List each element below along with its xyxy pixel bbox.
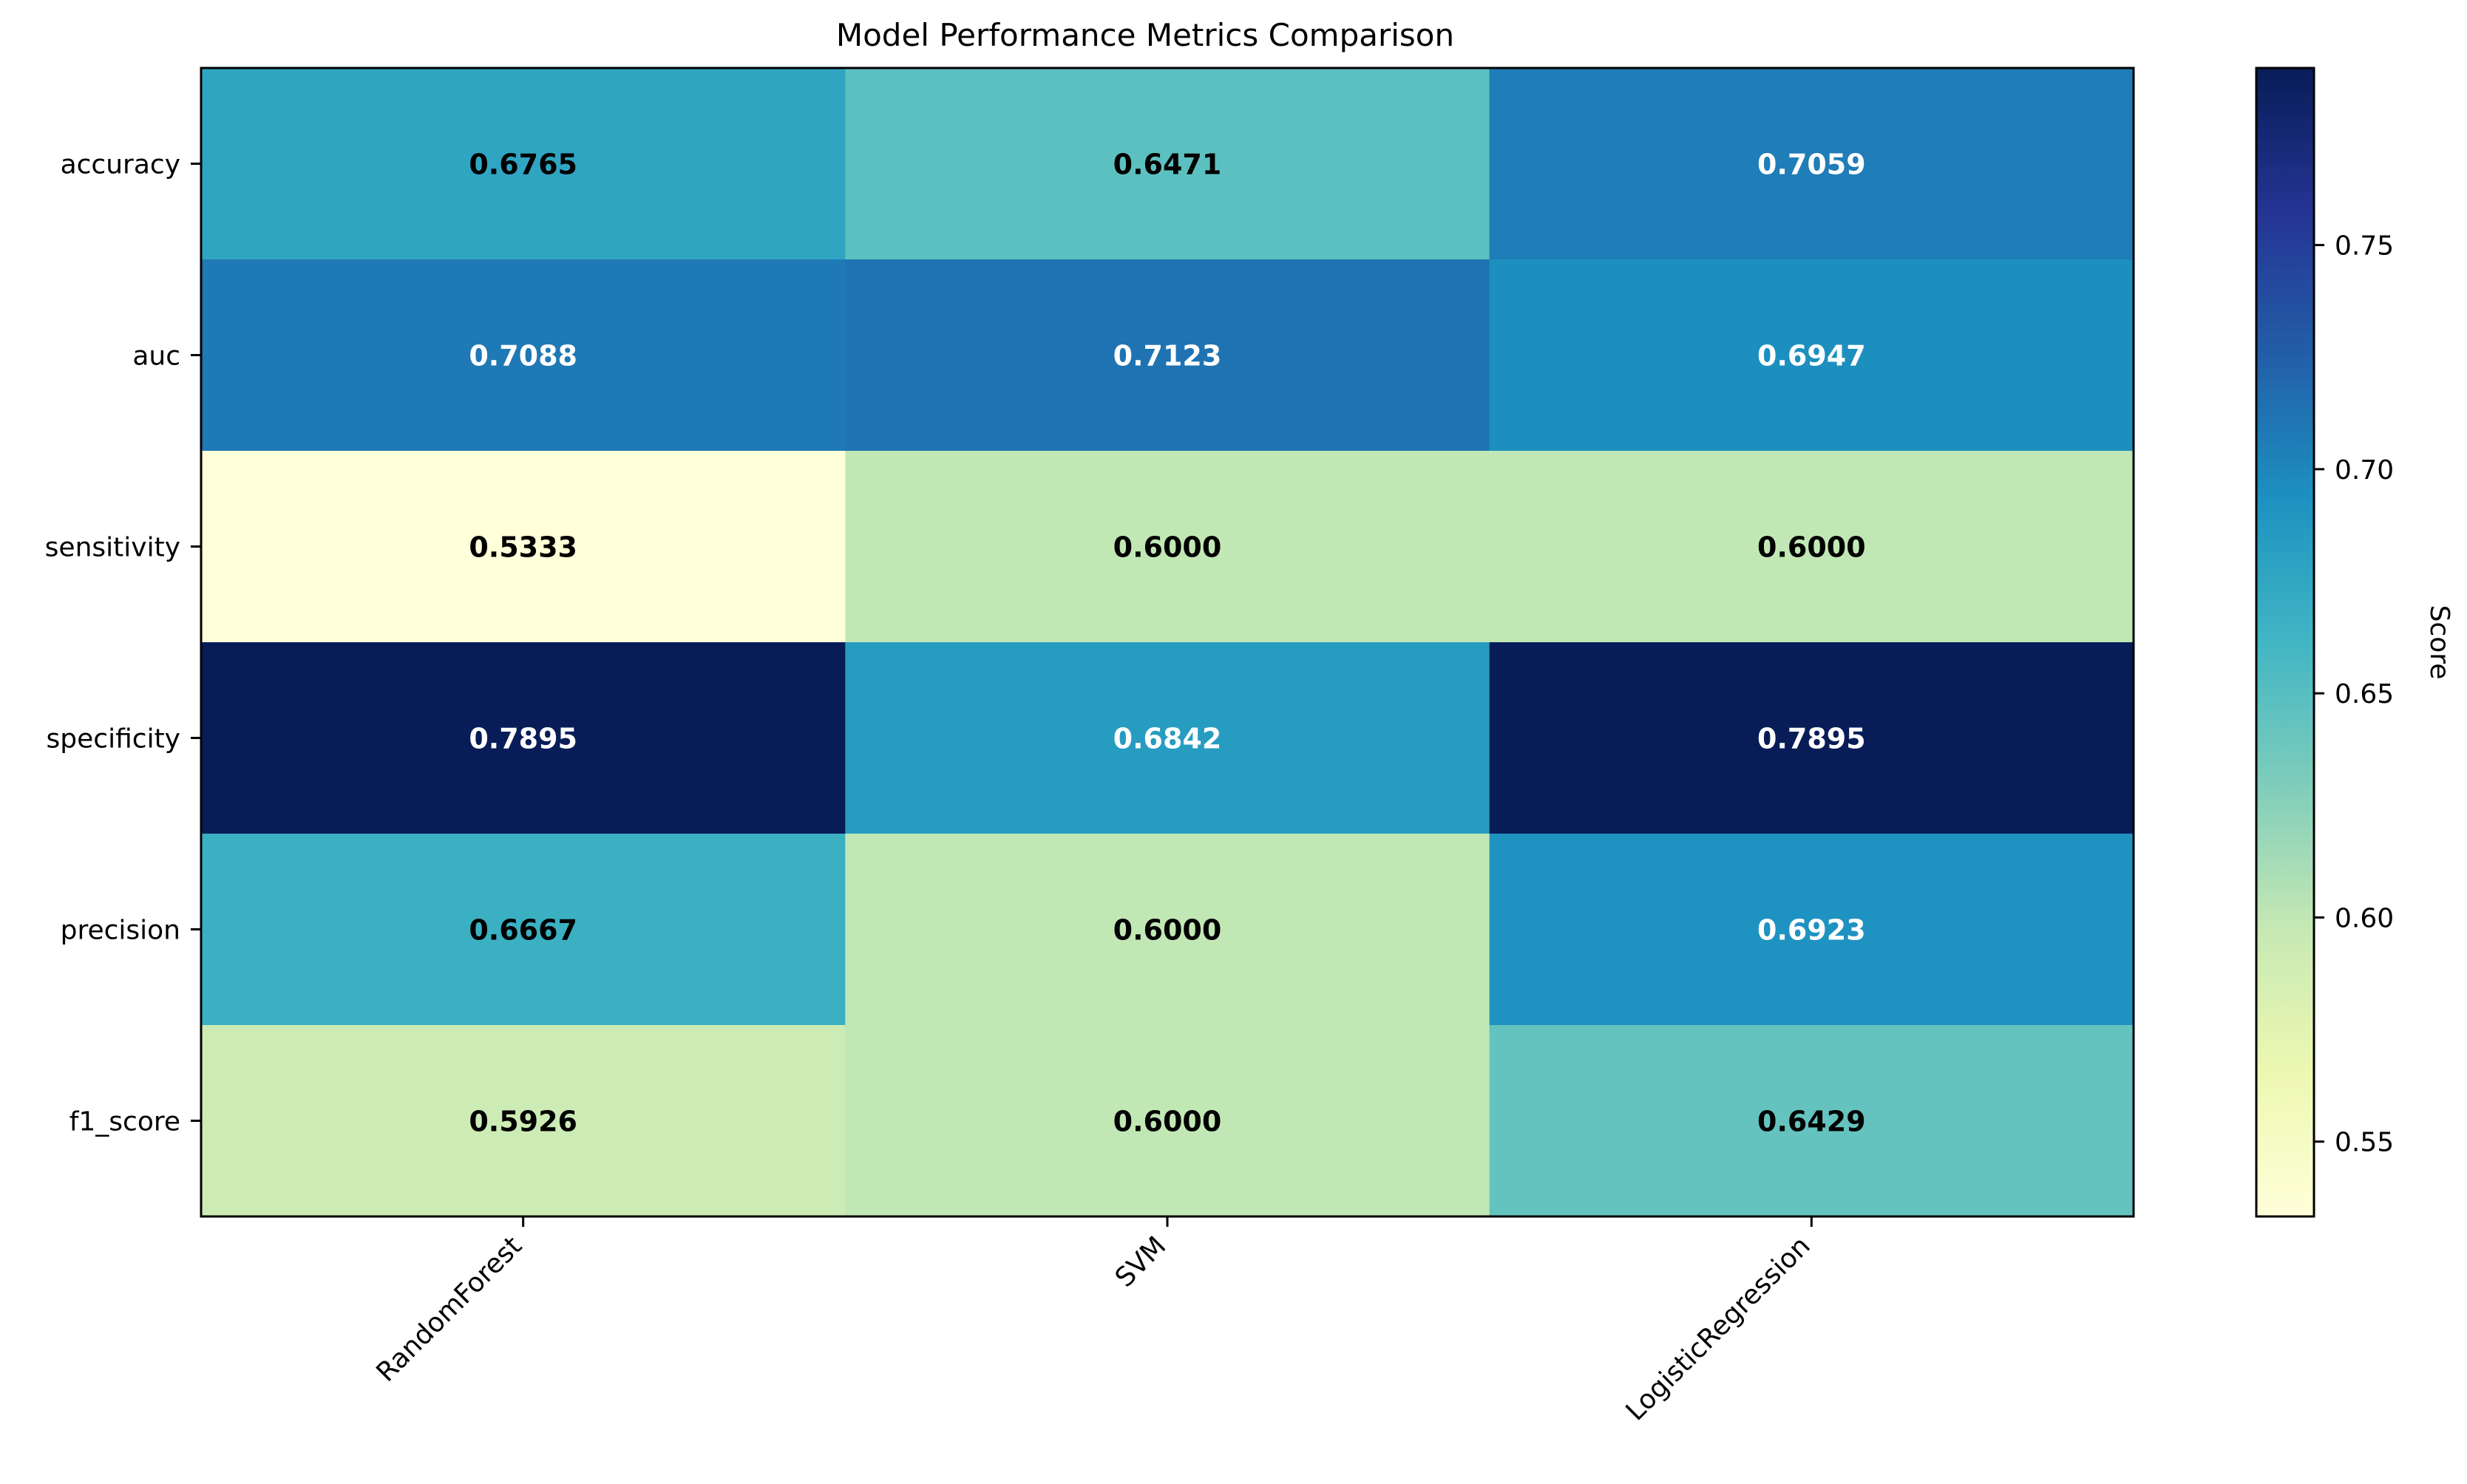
cell-value-label: 0.6000 — [1113, 914, 1222, 947]
cell-value-label: 0.7059 — [1757, 149, 1866, 181]
x-axis: RandomForest SVM LogisticRegression — [371, 1216, 1816, 1426]
heatmap-cell — [845, 451, 1490, 643]
cell-value-label: 0.6667 — [469, 914, 577, 947]
y-tick-label: accuracy — [61, 150, 180, 180]
heatmap-cell — [201, 451, 846, 643]
colorbar-tick-label: 0.75 — [2335, 231, 2394, 262]
heatmap-cells — [201, 68, 2134, 1217]
cell-value-label: 0.7895 — [1757, 723, 1866, 755]
heatmap-cell — [845, 1025, 1490, 1217]
colorbar-label: Score — [2424, 605, 2454, 680]
heatmap-cell — [201, 68, 846, 260]
colorbar-axis: 0.55 0.60 0.65 0.70 0.75 — [2314, 231, 2394, 1158]
x-tick-label: SVM — [1110, 1231, 1173, 1293]
cell-value-label: 0.5926 — [469, 1106, 577, 1138]
cell-value-label: 0.6000 — [1757, 531, 1866, 564]
x-tick-label: LogisticRegression — [1621, 1231, 1816, 1426]
y-axis: accuracy auc sensitivity specificity precisi… — [45, 150, 201, 1137]
heatmap-cell — [1489, 68, 2134, 260]
cell-value-label: 0.6842 — [1113, 723, 1222, 755]
heatmap-cell — [845, 259, 1490, 452]
cell-value-label: 0.6765 — [469, 149, 577, 181]
y-tick-label: auc — [132, 341, 180, 372]
heatmap-cell — [845, 68, 1490, 260]
heatmap-cell — [845, 642, 1490, 834]
heatmap-cell — [201, 834, 846, 1026]
heatmap-cell — [1489, 451, 2134, 643]
heatmap-cell — [1489, 834, 2134, 1026]
cell-value-label: 0.6000 — [1113, 1106, 1222, 1138]
cell-value-label: 0.6947 — [1757, 340, 1866, 372]
y-tick-label: specificity — [47, 724, 180, 755]
cell-value-label: 0.6429 — [1757, 1106, 1866, 1138]
cell-value-label: 0.6471 — [1113, 149, 1222, 181]
colorbar-tick-label: 0.70 — [2335, 455, 2394, 486]
colorbar-tick-label: 0.65 — [2335, 679, 2394, 709]
y-tick-label: precision — [61, 916, 180, 946]
heatmap-cell — [201, 642, 846, 834]
colorbar-tick-label: 0.60 — [2335, 903, 2394, 933]
y-tick-label: sensitivity — [45, 533, 180, 563]
colorbar — [2256, 68, 2314, 1216]
heatmap-cell — [201, 1025, 846, 1217]
cell-value-label: 0.7895 — [469, 723, 577, 755]
cell-value-label: 0.7088 — [469, 340, 577, 372]
y-tick-label: f1_score — [69, 1107, 180, 1137]
heatmap-cell — [845, 834, 1490, 1026]
cell-value-label: 0.5333 — [469, 531, 577, 564]
cell-value-label: 0.6000 — [1113, 531, 1222, 564]
heatmap-cell — [201, 259, 846, 452]
colorbar-tick-label: 0.55 — [2335, 1128, 2394, 1158]
heatmap-cell — [1489, 259, 2134, 452]
chart-title: Model Performance Metrics Comparison — [836, 17, 1454, 53]
heatmap-cell — [1489, 1025, 2134, 1217]
x-tick-label: RandomForest — [371, 1231, 529, 1388]
cell-value-labels: 0.6765 0.6471 0.7059 0.7088 0.7123 0.6947 0.53… — [469, 149, 1865, 1138]
colorbar-frame — [2255, 67, 2315, 1218]
cell-value-label: 0.7123 — [1113, 340, 1222, 372]
heatmap-cell — [1489, 642, 2134, 834]
cell-value-label: 0.6923 — [1757, 914, 1866, 947]
